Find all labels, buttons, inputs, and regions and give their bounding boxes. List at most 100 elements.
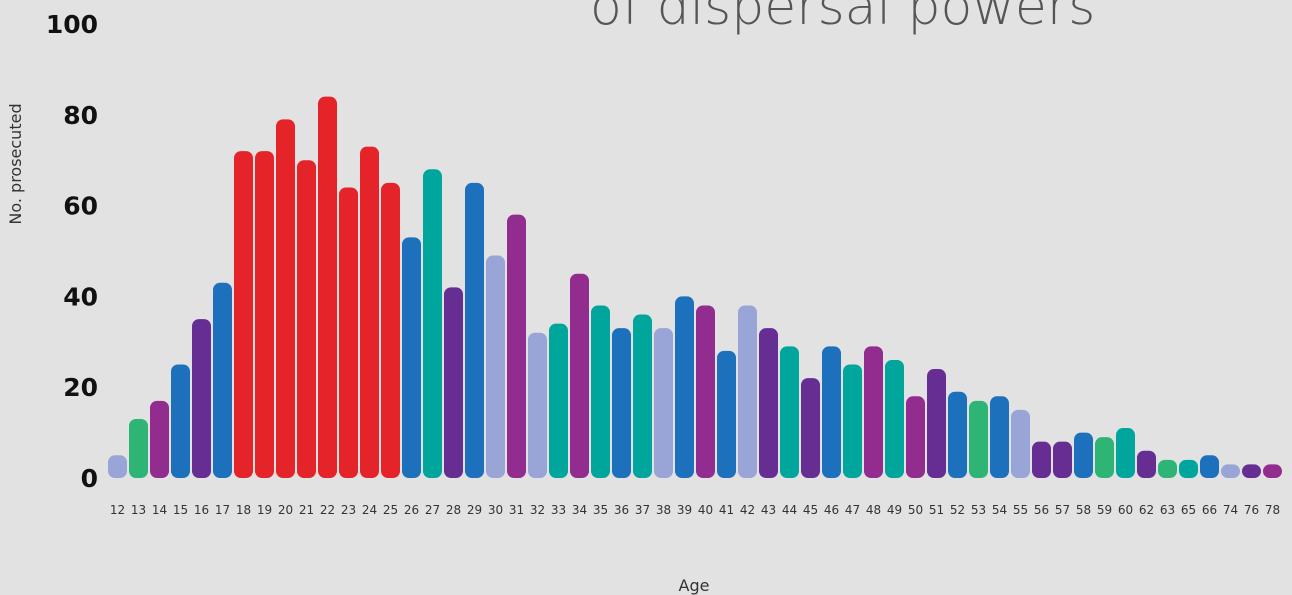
x-tick-label: 57	[1055, 503, 1070, 517]
x-tick-label: 18	[236, 503, 251, 517]
bar	[276, 119, 295, 478]
x-tick-label: 58	[1076, 503, 1091, 517]
bar	[507, 214, 526, 478]
bar	[213, 282, 232, 478]
x-tick-label: 50	[908, 503, 923, 517]
bar	[1053, 441, 1072, 478]
x-tick-label: 13	[131, 503, 146, 517]
bar	[885, 359, 904, 478]
x-tick-label: 63	[1160, 503, 1175, 517]
bar	[675, 296, 694, 478]
chart-title: of dispersal powers	[590, 0, 1095, 37]
bar	[528, 332, 547, 478]
bar	[948, 391, 967, 478]
bar	[402, 237, 421, 478]
x-tick-label: 52	[950, 503, 965, 517]
x-tick-label: 43	[761, 503, 776, 517]
bar	[1200, 455, 1219, 478]
bar	[738, 305, 757, 478]
bar	[1095, 437, 1114, 478]
bar	[360, 146, 379, 478]
bar	[339, 187, 358, 478]
x-tick-label: 31	[509, 503, 524, 517]
x-tick-label: 78	[1265, 503, 1280, 517]
x-tick-label: 22	[320, 503, 335, 517]
bar	[129, 418, 148, 478]
x-tick-label: 47	[845, 503, 860, 517]
x-tick-label: 37	[635, 503, 650, 517]
y-axis-ticks: 0 20 40 60 80 100	[46, 10, 98, 493]
bar	[696, 305, 715, 478]
bars	[108, 96, 1282, 478]
x-tick-label: 34	[572, 503, 587, 517]
bar	[465, 182, 484, 478]
y-tick-label: 40	[63, 282, 98, 311]
x-tick-label: 33	[551, 503, 566, 517]
bar	[801, 378, 820, 478]
x-tick-label: 17	[215, 503, 230, 517]
x-tick-label: 16	[194, 503, 209, 517]
bar	[171, 364, 190, 478]
x-tick-label: 45	[803, 503, 818, 517]
x-tick-label: 76	[1244, 503, 1259, 517]
x-tick-label: 23	[341, 503, 356, 517]
x-tick-label: 42	[740, 503, 755, 517]
x-tick-label: 26	[404, 503, 419, 517]
bar	[780, 346, 799, 478]
bar	[1221, 464, 1240, 478]
x-tick-label: 36	[614, 503, 629, 517]
bar	[1137, 450, 1156, 478]
bar	[1158, 459, 1177, 478]
x-tick-label: 51	[929, 503, 944, 517]
x-tick-label: 41	[719, 503, 734, 517]
bar	[843, 364, 862, 478]
bar	[1116, 428, 1135, 478]
x-tick-label: 60	[1118, 503, 1133, 517]
x-tick-label: 40	[698, 503, 713, 517]
bar	[927, 369, 946, 478]
y-tick-label: 60	[63, 192, 98, 221]
bar	[1179, 459, 1198, 478]
bar	[1263, 464, 1282, 478]
bar	[591, 305, 610, 478]
x-tick-label: 38	[656, 503, 671, 517]
y-tick-label: 20	[63, 373, 98, 402]
x-tick-label: 21	[299, 503, 314, 517]
x-tick-label: 55	[1013, 503, 1028, 517]
x-tick-label: 56	[1034, 503, 1049, 517]
bar	[423, 169, 442, 478]
x-tick-label: 20	[278, 503, 293, 517]
bar	[381, 182, 400, 478]
bar	[1011, 409, 1030, 478]
x-tick-label: 29	[467, 503, 482, 517]
bar	[255, 151, 274, 478]
y-tick-label: 80	[63, 101, 98, 130]
x-tick-label: 46	[824, 503, 839, 517]
bar	[759, 328, 778, 478]
y-tick-label: 100	[46, 10, 98, 39]
bar	[444, 287, 463, 478]
bar	[612, 328, 631, 478]
x-tick-label: 66	[1202, 503, 1217, 517]
x-tick-label: 62	[1139, 503, 1154, 517]
bar	[150, 400, 169, 478]
x-tick-label: 15	[173, 503, 188, 517]
x-tick-label: 48	[866, 503, 881, 517]
x-tick-label: 32	[530, 503, 545, 517]
bar	[1032, 441, 1051, 478]
bar	[192, 319, 211, 478]
x-tick-label: 12	[110, 503, 125, 517]
bar	[1242, 464, 1261, 478]
y-axis-label: No. prosecuted	[6, 103, 25, 224]
bar	[108, 455, 127, 478]
x-axis-label: Age	[679, 576, 710, 595]
x-tick-label: 44	[782, 503, 797, 517]
x-tick-label: 27	[425, 503, 440, 517]
x-tick-label: 35	[593, 503, 608, 517]
bar	[570, 273, 589, 478]
bar	[990, 396, 1009, 478]
bar	[297, 160, 316, 478]
bar	[633, 314, 652, 478]
bar	[549, 323, 568, 478]
